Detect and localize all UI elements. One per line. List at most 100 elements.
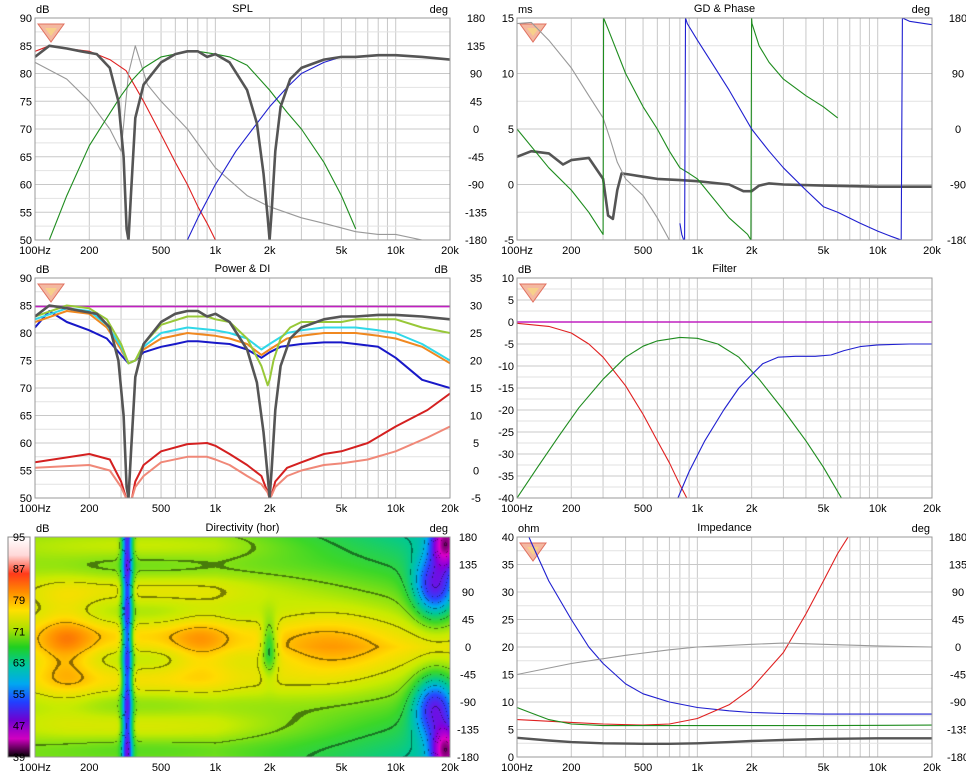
spl-y2tick: -135	[465, 207, 487, 219]
power-ytick: 70	[20, 383, 32, 395]
directivity-ylabel: dB	[36, 523, 49, 535]
directivity-y2tick: 135	[459, 560, 477, 572]
panel-spl: 90 85 80 75 70 65 60 55 50 180 135 90 45 0 -45 -90 -135 -…	[19, 3, 487, 257]
panel-directivity: Directivity (hor) dB deg 95 87 79 71 63 55 47 39 18…	[7, 522, 479, 774]
filter-ytick: 5	[508, 295, 514, 307]
colorbar-tick: 95	[13, 532, 25, 544]
spl-ytick: 90	[20, 13, 32, 25]
impedance-xtick: 2k	[746, 762, 758, 774]
power-y2tick: 20	[470, 356, 482, 368]
impedance-xtick: 200	[562, 762, 580, 774]
filter-series-mid	[517, 336, 843, 498]
filter-frame	[516, 277, 933, 499]
power-y2tick: -5	[471, 493, 481, 505]
gd-series	[517, 18, 932, 240]
impedance-xtick: 1k	[692, 762, 704, 774]
gd-ytick: 15	[502, 13, 514, 25]
filter-ytick: 10	[502, 273, 514, 285]
gd-xtick: 20k	[923, 245, 941, 257]
directivity-y2tick: 45	[462, 615, 474, 627]
directivity-title: Directivity (hor)	[206, 522, 280, 534]
power-ytick: 75	[20, 356, 32, 368]
filter-ytick: -25	[498, 427, 514, 439]
power-y2tick: 30	[470, 301, 482, 313]
power-title: Power & DI	[215, 263, 271, 275]
spl-ytick: 55	[20, 207, 32, 219]
filter-xtick: 100Hz	[501, 503, 533, 515]
spl-series	[35, 44, 450, 240]
power-series-early-reflections	[35, 310, 450, 365]
power-ytick: 60	[20, 438, 32, 450]
power-xtick: 10k	[387, 503, 405, 515]
filter-xtick: 500	[634, 503, 652, 515]
power-series-directivity-index	[35, 392, 450, 498]
spl-xtick: 5k	[336, 245, 348, 257]
power-xtick: 20k	[441, 503, 459, 515]
spl-y2tick: 180	[467, 13, 485, 25]
directivity-y2label: deg	[430, 523, 448, 535]
power-ytick: 50	[20, 493, 32, 505]
spl-ytick: 65	[20, 152, 32, 164]
filter-series	[517, 321, 932, 498]
gd-ytick: 10	[502, 69, 514, 81]
spl-ytick: 80	[20, 69, 32, 81]
gd-ytick: -5	[504, 235, 514, 247]
logo-icon	[519, 283, 547, 303]
gd-ytick: 5	[508, 124, 514, 136]
gd-ylabel: ms	[518, 4, 533, 16]
spl-xtick: 100Hz	[19, 245, 51, 257]
directivity-frame	[34, 536, 451, 758]
directivity-y2tick: -90	[460, 697, 476, 709]
impedance-xtick: 500	[634, 762, 652, 774]
power-ytick: 85	[20, 301, 32, 313]
filter-ytick: -35	[498, 471, 514, 483]
impedance-ylabel: ohm	[518, 523, 539, 535]
impedance-series	[517, 537, 932, 745]
gd-title: GD & Phase	[694, 3, 755, 15]
power-y2tick: 0	[473, 466, 479, 478]
gd-xtick: 10k	[869, 245, 887, 257]
spl-frame	[34, 17, 451, 241]
colorbar-tick: 79	[13, 595, 25, 607]
filter-xtick: 200	[562, 503, 580, 515]
spl-series-woofer-phase	[35, 45, 423, 240]
spl-ytick: 85	[20, 41, 32, 53]
impedance-title: Impedance	[697, 522, 751, 534]
gd-xtick: 5k	[818, 245, 830, 257]
directivity-xtick: 5k	[336, 762, 348, 774]
power-xtick: 200	[80, 503, 98, 515]
directivity-xtick: 20k	[441, 762, 459, 774]
directivity-y2tick: -180	[457, 752, 479, 764]
power-xtick: 1k	[210, 503, 222, 515]
impedance-ytick: 0	[508, 752, 514, 764]
filter-ytick: -10	[498, 361, 514, 373]
colorbar-tick: 63	[13, 658, 25, 670]
power-xtick: 500	[152, 503, 170, 515]
filter-ytick: 0	[508, 317, 514, 329]
filter-xtick: 2k	[746, 503, 758, 515]
gd-y2tick: -180	[947, 235, 966, 247]
filter-title: Filter	[712, 263, 737, 275]
impedance-xtick: 20k	[923, 762, 941, 774]
gd-y2tick: 0	[955, 124, 961, 136]
impedance-xtick: 5k	[818, 762, 830, 774]
gd-y2label: deg	[912, 4, 930, 16]
impedance-ytick: 5	[508, 725, 514, 737]
spl-ytick: 70	[20, 124, 32, 136]
impedance-y2tick: 90	[952, 587, 964, 599]
directivity-y2tick: 0	[465, 642, 471, 654]
impedance-ytick: 25	[502, 615, 514, 627]
gd-xtick: 1k	[692, 245, 704, 257]
impedance-y2tick: 135	[949, 560, 966, 572]
gd-xtick: 500	[634, 245, 652, 257]
gd-frame	[516, 17, 933, 241]
filter-ytick: -15	[498, 383, 514, 395]
impedance-ytick: 15	[502, 670, 514, 682]
gd-xtick: 2k	[746, 245, 758, 257]
power-xtick: 2k	[264, 503, 276, 515]
power-ytick: 80	[20, 328, 32, 340]
power-y2tick: 35	[470, 273, 482, 285]
spl-xtick: 10k	[387, 245, 405, 257]
logo-icon	[519, 542, 547, 562]
